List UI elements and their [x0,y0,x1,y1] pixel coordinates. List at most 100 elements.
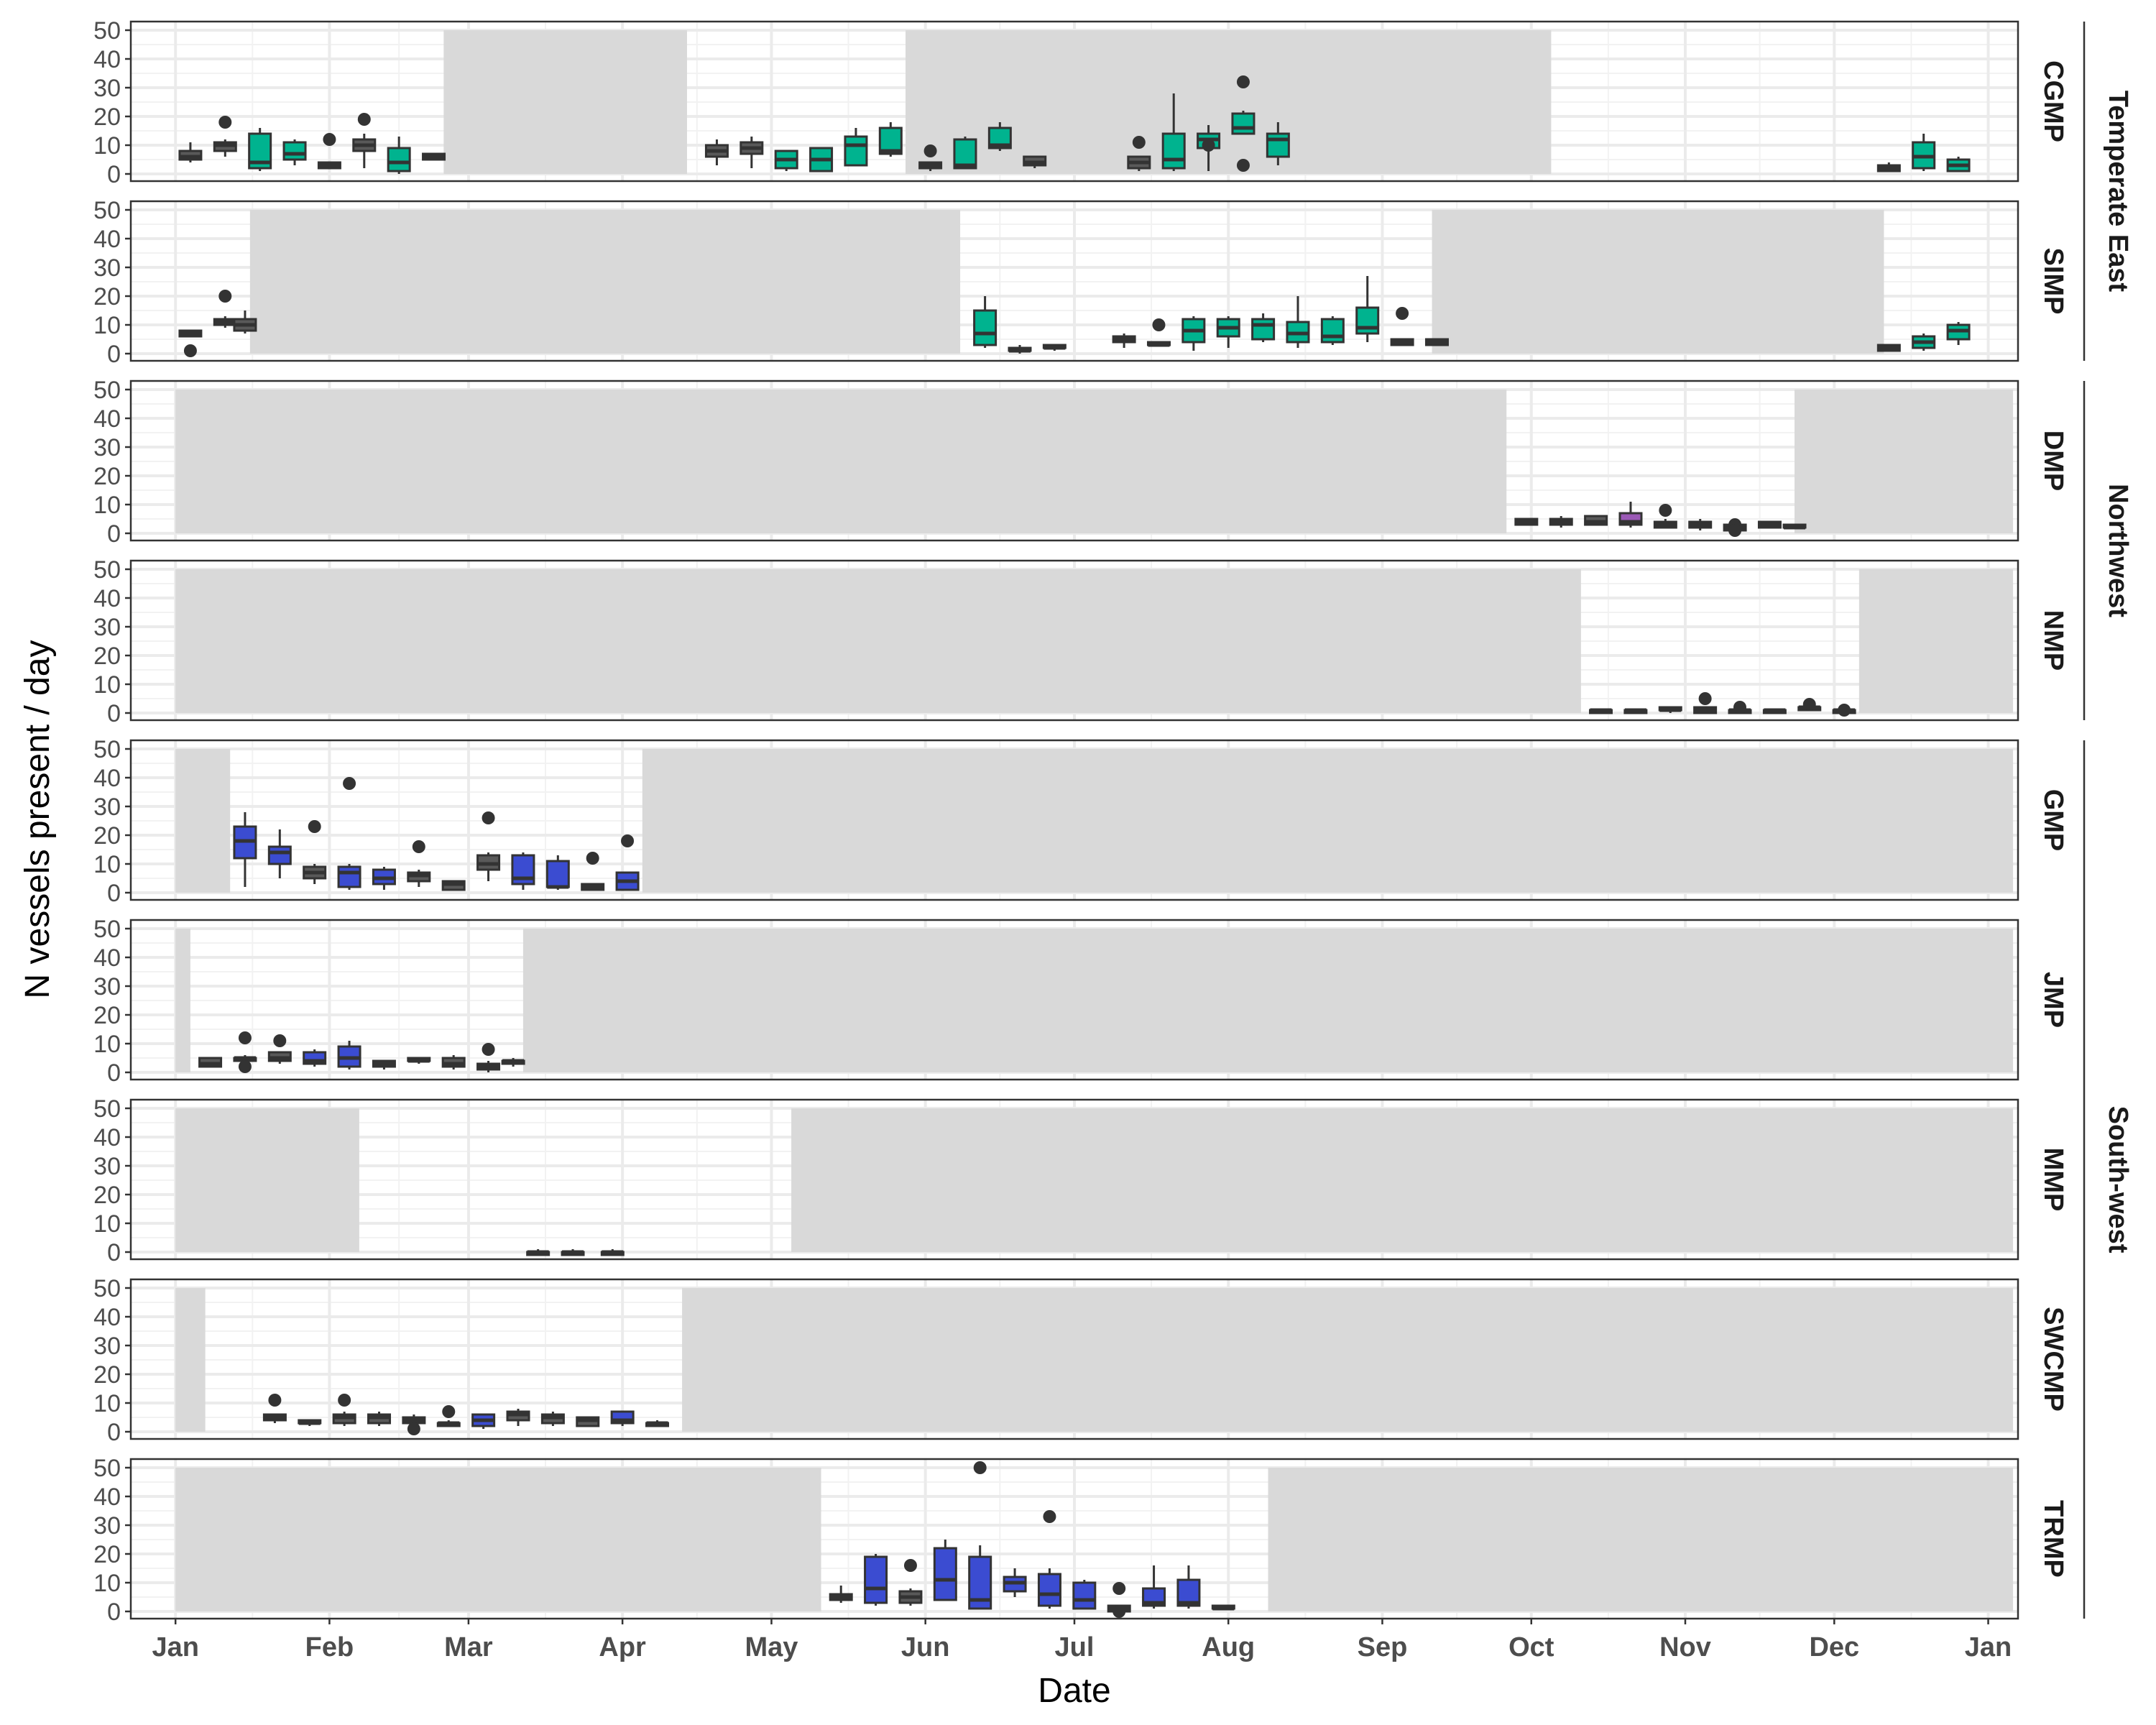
x-tick-label: Apr [599,1632,646,1662]
box-swcmp-20 [262,1394,287,1423]
box-cgmp-38 [352,113,377,168]
y-tick-label: 10 [93,851,121,878]
box-simp-359 [1946,322,1971,345]
y-tick-label: 0 [107,161,121,188]
box-swcmp-69 [506,1409,530,1426]
y-tick-label: 20 [93,1002,121,1029]
box-simp-163 [973,296,998,348]
box-iqr [1231,112,1256,135]
box-iqr [1320,318,1345,344]
closed-period [642,749,2014,893]
box-dmp-307 [1688,519,1713,530]
panel-label-swcmp: SWCMP [2038,1307,2068,1412]
box-swcmp-34 [332,1394,356,1426]
x-tick-label: Jan [152,1632,198,1662]
outlier-point [1396,307,1409,320]
box-nmp-301 [1658,706,1682,713]
panel-border [129,559,2019,722]
panel-border [129,200,2019,362]
y-tick-label: 50 [93,1275,121,1302]
region-label: Temperate East [2103,91,2133,293]
box-swcmp-76 [540,1412,565,1426]
y-tick-label: 40 [93,944,121,972]
box-iqr [1037,1573,1061,1607]
closed-period [175,1468,821,1611]
panel-border [129,739,2019,901]
box-cgmp-359 [1946,157,1971,172]
outlier-point [442,1405,456,1418]
box-cgmp-194 [1127,136,1151,171]
y-tick-label: 0 [107,520,121,548]
outlier-point [308,820,321,833]
outlier-point [218,290,232,303]
closed-period [1268,1468,2014,1611]
box-trmp-141 [864,1554,888,1606]
box-jmp-63 [476,1043,501,1072]
box-jmp-14 [233,1031,257,1073]
y-tick-label: 10 [93,1390,121,1417]
box-cgmp-159 [953,137,977,170]
outlier-point [268,1394,282,1407]
box-cgmp-173 [1023,155,1047,168]
box-swcmp-27 [298,1419,322,1426]
box-simp-170 [1008,345,1032,354]
y-tick-label: 40 [93,1304,121,1331]
box-jmp-56 [441,1055,466,1070]
y-tick-label: 20 [93,463,121,490]
box-nmp-336 [1832,704,1856,717]
box-gmp-14 [233,812,257,887]
panel-label-cgmp: CGMP [2038,60,2068,142]
outlier-point [1202,139,1215,152]
outlier-point [482,811,495,824]
y-tick-label: 0 [107,880,121,907]
box-iqr [1251,318,1276,341]
box-dmp-326 [1782,523,1807,530]
outlier-point [1043,1510,1056,1523]
outlier-point [1112,1582,1126,1595]
outlier-point [218,116,232,129]
outlier-point [1728,524,1742,537]
box-simp-191 [1112,334,1136,348]
panel-border [129,20,2019,183]
y-tick-label: 0 [107,1059,121,1087]
x-tick-label: Nov [1659,1632,1711,1662]
box-cgmp-17 [248,128,272,171]
y-tick-label: 20 [93,104,121,131]
box-iqr [1072,1581,1097,1610]
closed-period [175,1288,206,1432]
region-label: Northwest [2103,484,2133,617]
box-nmp-308 [1693,692,1718,714]
box-mmp-80 [561,1249,585,1256]
x-tick-label: Feb [305,1632,354,1662]
x-tick-label: May [745,1632,798,1662]
region-strips: Temperate East Northwest South-west [2083,22,2133,1619]
panel-border [129,1278,2019,1440]
box-cgmp-152 [918,144,943,171]
region-label: South-west [2103,1106,2133,1254]
box-mmp-88 [600,1249,625,1256]
box-gmp-91 [615,834,640,891]
region-northwest: Northwest [2083,381,2133,720]
box-iqr [973,309,998,346]
box-trmp-148 [898,1559,923,1606]
panel-label-simp: SIMP [2038,248,2068,315]
box-trmp-197 [1142,1565,1166,1609]
y-tick-label: 50 [93,377,121,404]
x-tick-label: Sep [1358,1632,1408,1662]
closed-period [175,390,1507,533]
y-axis-title: N vessels present / day [19,640,57,999]
outlier-point [923,144,937,157]
outlier-point [586,852,599,865]
x-axis: Jan Feb Mar Apr May Jun Jul Aug Sep Oct Nov Dec Jan [152,1619,2012,1662]
box-trmp-162 [968,1461,992,1610]
outlier-point [1838,704,1851,717]
box-simp-226 [1286,296,1310,348]
outlier-point [412,840,425,853]
box-trmp-169 [1003,1568,1027,1597]
closed-period [175,749,231,893]
box-trmp-211 [1211,1604,1235,1611]
box-simp-212 [1216,316,1240,348]
box-nmp-322 [1762,708,1787,714]
